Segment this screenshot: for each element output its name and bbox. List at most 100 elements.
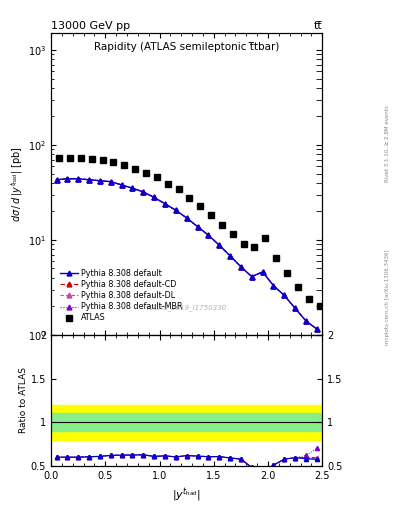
X-axis label: $|y^{t_\mathrm{had}}|$: $|y^{t_\mathrm{had}}|$ [172, 486, 201, 504]
Pythia 8.308 default-MBR [250, 273, 254, 280]
Pythia 8.308 default-CD [87, 177, 92, 183]
Pythia 8.308 default [206, 232, 211, 238]
Pythia 8.308 default [65, 176, 70, 182]
ATLAS [57, 156, 62, 162]
Pythia 8.308 default-MBR [271, 283, 276, 289]
Pythia 8.308 default [184, 215, 189, 221]
Pythia 8.308 default-MBR [314, 326, 319, 332]
Pythia 8.308 default-MBR [87, 177, 92, 183]
Pythia 8.308 default-DL [314, 326, 319, 332]
Pythia 8.308 default-DL [54, 177, 59, 183]
Pythia 8.308 default [108, 179, 113, 185]
Pythia 8.308 default [130, 185, 135, 191]
Pythia 8.308 default-MBR [65, 176, 70, 182]
Pythia 8.308 default [141, 189, 146, 195]
Pythia 8.308 default-DL [184, 215, 189, 221]
Pythia 8.308 default-CD [206, 232, 211, 238]
Pythia 8.308 default-CD [184, 215, 189, 221]
Pythia 8.308 default-DL [97, 178, 102, 184]
Pythia 8.308 default-MBR [260, 269, 265, 275]
Pythia 8.308 default-MBR [304, 318, 309, 324]
Pythia 8.308 default [314, 326, 319, 332]
Pythia 8.308 default-MBR [217, 242, 222, 248]
Pythia 8.308 default-CD [130, 185, 135, 191]
Pythia 8.308 default-MBR [54, 177, 59, 183]
Pythia 8.308 default [152, 195, 156, 201]
Pythia 8.308 default-DL [163, 201, 167, 207]
Pythia 8.308 default [76, 176, 81, 182]
Pythia 8.308 default-DL [293, 305, 298, 311]
ATLAS [176, 186, 181, 193]
Pythia 8.308 default-CD [239, 264, 243, 270]
ATLAS [252, 244, 257, 250]
Pythia 8.308 default-DL [141, 189, 146, 195]
ATLAS [220, 222, 224, 228]
Pythia 8.308 default-CD [282, 292, 286, 298]
Pythia 8.308 default-CD [271, 283, 276, 289]
Pythia 8.308 default [260, 269, 265, 275]
Pythia 8.308 default-MBR [130, 185, 135, 191]
Pythia 8.308 default-MBR [239, 264, 243, 270]
Pythia 8.308 default-CD [250, 273, 254, 280]
Pythia 8.308 default-MBR [173, 207, 178, 214]
Pythia 8.308 default-DL [119, 182, 124, 188]
ATLAS [133, 166, 138, 172]
Legend: Pythia 8.308 default, Pythia 8.308 default-CD, Pythia 8.308 default-DL, Pythia 8: Pythia 8.308 default, Pythia 8.308 defau… [58, 267, 185, 325]
Pythia 8.308 default [163, 201, 167, 207]
Pythia 8.308 default-MBR [119, 182, 124, 188]
ATLAS [230, 231, 235, 237]
Pythia 8.308 default-MBR [228, 253, 232, 259]
ATLAS [154, 174, 159, 180]
Pythia 8.308 default-DL [239, 264, 243, 270]
ATLAS [263, 235, 268, 241]
Pythia 8.308 default-MBR [76, 176, 81, 182]
Pythia 8.308 default-CD [97, 178, 102, 184]
Pythia 8.308 default [282, 292, 286, 298]
Pythia 8.308 default-MBR [152, 195, 156, 201]
ATLAS [296, 284, 300, 290]
Pythia 8.308 default-CD [293, 305, 298, 311]
Text: 13000 GeV pp: 13000 GeV pp [51, 20, 130, 31]
Text: Rapidity (ATLAS semileptonic t̅tbar): Rapidity (ATLAS semileptonic t̅tbar) [94, 42, 279, 52]
Pythia 8.308 default-DL [195, 224, 200, 230]
ATLAS [187, 195, 192, 201]
Pythia 8.308 default-CD [119, 182, 124, 188]
ATLAS [111, 159, 116, 165]
Line: Pythia 8.308 default-DL: Pythia 8.308 default-DL [54, 176, 319, 331]
Pythia 8.308 default-DL [228, 253, 232, 259]
Pythia 8.308 default-CD [314, 326, 319, 332]
ATLAS [79, 155, 83, 161]
Pythia 8.308 default [195, 224, 200, 230]
Pythia 8.308 default [228, 253, 232, 259]
Pythia 8.308 default-DL [271, 283, 276, 289]
Pythia 8.308 default-DL [260, 269, 265, 275]
Pythia 8.308 default-DL [282, 292, 286, 298]
Pythia 8.308 default-DL [250, 273, 254, 280]
Pythia 8.308 default [119, 182, 124, 188]
Pythia 8.308 default-CD [304, 318, 309, 324]
ATLAS [209, 211, 213, 218]
Y-axis label: Ratio to ATLAS: Ratio to ATLAS [19, 368, 28, 433]
Pythia 8.308 default [271, 283, 276, 289]
Pythia 8.308 default-CD [54, 177, 59, 183]
Pythia 8.308 default-DL [206, 232, 211, 238]
Pythia 8.308 default-DL [65, 176, 70, 182]
Pythia 8.308 default-DL [108, 179, 113, 185]
Pythia 8.308 default-CD [163, 201, 167, 207]
Pythia 8.308 default-MBR [184, 215, 189, 221]
Line: Pythia 8.308 default: Pythia 8.308 default [54, 176, 319, 331]
Text: Rivet 3.1.10, ≥ 2.8M events: Rivet 3.1.10, ≥ 2.8M events [385, 105, 389, 182]
ATLAS [68, 155, 72, 161]
Pythia 8.308 default-CD [141, 189, 146, 195]
Pythia 8.308 default-DL [76, 176, 81, 182]
Pythia 8.308 default-CD [76, 176, 81, 182]
ATLAS [307, 295, 311, 302]
Line: Pythia 8.308 default-MBR: Pythia 8.308 default-MBR [54, 176, 319, 331]
Pythia 8.308 default-MBR [163, 201, 167, 207]
ATLAS [122, 162, 127, 168]
Pythia 8.308 default-DL [217, 242, 222, 248]
Pythia 8.308 default [293, 305, 298, 311]
ATLAS [90, 156, 94, 162]
Pythia 8.308 default-CD [65, 176, 70, 182]
Pythia 8.308 default [87, 177, 92, 183]
